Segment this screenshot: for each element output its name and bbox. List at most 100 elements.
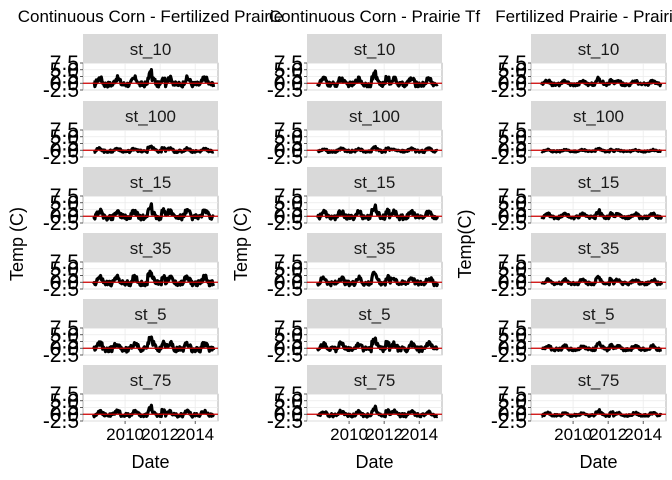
y-tick-label: 7.5 bbox=[50, 185, 79, 208]
y-tick-label: -2.5 bbox=[43, 212, 79, 235]
x-tick-label: 2012 bbox=[365, 425, 403, 444]
y-tick-label: -2.5 bbox=[267, 344, 303, 367]
y-tick-label: 7.5 bbox=[274, 383, 303, 406]
y-tick-label: 7.5 bbox=[498, 119, 527, 142]
facet-panel-st_15: st_15 -2.50.02.55.07.5 bbox=[43, 167, 219, 235]
y-tick-label: -2.5 bbox=[491, 79, 527, 102]
facet-panel-st_35: st_35 -2.50.02.55.07.5 bbox=[267, 233, 443, 301]
y-tick-label: 2.5 bbox=[274, 199, 303, 222]
facet-strip-label: st_5 bbox=[134, 305, 166, 324]
x-tick-label: 2014 bbox=[176, 425, 214, 444]
chart-column-0: Continuous Corn - Fertilized Prairie st_1… bbox=[7, 7, 283, 472]
facet-panel-st_10: st_10 -2.50.02.55.07.5 bbox=[491, 34, 667, 102]
y-tick-label: 2.5 bbox=[498, 133, 527, 156]
y-tick-label: 5.0 bbox=[498, 324, 527, 347]
y-tick-label: 7.5 bbox=[274, 317, 303, 340]
y-tick-label: 0.0 bbox=[274, 337, 303, 360]
facet-strip bbox=[531, 233, 666, 262]
facet-strip bbox=[307, 365, 442, 394]
y-tick-label: 2.5 bbox=[50, 133, 79, 156]
y-tick-label: 0.0 bbox=[498, 337, 527, 360]
y-tick-label: 2.5 bbox=[498, 265, 527, 288]
facet-strip bbox=[83, 167, 218, 196]
y-tick-label: 0.0 bbox=[498, 205, 527, 228]
x-axis-label: Date bbox=[131, 452, 169, 472]
y-tick-label: -2.5 bbox=[43, 344, 79, 367]
y-tick-label: 2.5 bbox=[50, 331, 79, 354]
facet-strip bbox=[83, 101, 218, 130]
x-tick-label: 2012 bbox=[141, 425, 179, 444]
facet-strip-label: st_75 bbox=[130, 371, 172, 390]
y-tick-label: 7.5 bbox=[498, 317, 527, 340]
x-tick-label: 2014 bbox=[400, 425, 438, 444]
facet-strip-label: st_5 bbox=[582, 305, 614, 324]
y-tick-label: 5.0 bbox=[50, 192, 79, 215]
y-tick-label: 5.0 bbox=[274, 390, 303, 413]
facet-strip bbox=[307, 101, 442, 130]
y-tick-label: 7.5 bbox=[50, 251, 79, 274]
facet-panel-st_75: st_75 -2.50.02.55.07.5 bbox=[43, 365, 219, 433]
y-tick-label: 7.5 bbox=[274, 251, 303, 274]
y-tick-label: 2.5 bbox=[274, 265, 303, 288]
facet-strip bbox=[307, 299, 442, 328]
facet-strip-label: st_15 bbox=[354, 173, 396, 192]
facet-strip-label: st_35 bbox=[578, 239, 620, 258]
y-tick-label: 0.0 bbox=[274, 271, 303, 294]
y-tick-label: 0.0 bbox=[274, 205, 303, 228]
y-tick-label: 2.5 bbox=[274, 133, 303, 156]
facet-strip bbox=[83, 233, 218, 262]
y-tick-label: 2.5 bbox=[274, 397, 303, 420]
y-tick-label: 0.0 bbox=[274, 72, 303, 95]
facet-strip-label: st_15 bbox=[578, 173, 620, 192]
facet-strip bbox=[531, 365, 666, 394]
facet-panel-st_15: st_15 -2.50.02.55.07.5 bbox=[491, 167, 667, 235]
facet-panel-st_15: st_15 -2.50.02.55.07.5 bbox=[267, 167, 443, 235]
y-tick-label: -2.5 bbox=[43, 410, 79, 433]
y-axis-label: Temp (C) bbox=[7, 207, 27, 281]
facet-strip-label: st_10 bbox=[130, 40, 172, 59]
y-tick-label: 5.0 bbox=[274, 192, 303, 215]
facet-panel-st_75: st_75 -2.50.02.55.07.5 bbox=[267, 365, 443, 433]
y-tick-label: 5.0 bbox=[274, 126, 303, 149]
y-tick-label: -2.5 bbox=[267, 212, 303, 235]
facet-strip-label: st_75 bbox=[578, 371, 620, 390]
data-series bbox=[91, 335, 216, 354]
y-tick-label: 0.0 bbox=[50, 139, 79, 162]
y-tick-label: 5.0 bbox=[498, 192, 527, 215]
facet-strip-label: st_75 bbox=[354, 371, 396, 390]
y-tick-label: 5.0 bbox=[50, 324, 79, 347]
y-tick-label: -2.5 bbox=[267, 410, 303, 433]
y-tick-label: 5.0 bbox=[274, 258, 303, 281]
x-tick-label: 2012 bbox=[589, 425, 627, 444]
facet-strip-label: st_10 bbox=[354, 40, 396, 59]
facet-strip bbox=[307, 233, 442, 262]
y-tick-label: 7.5 bbox=[50, 52, 79, 75]
facet-panel-st_10: st_10 -2.50.02.55.07.5 bbox=[267, 34, 443, 102]
y-tick-label: 2.5 bbox=[498, 397, 527, 420]
y-tick-label: -2.5 bbox=[267, 79, 303, 102]
y-tick-label: -2.5 bbox=[267, 278, 303, 301]
y-tick-label: -2.5 bbox=[491, 410, 527, 433]
chart-title: Continuous Corn - Prairie Tf bbox=[269, 7, 481, 26]
y-tick-label: 2.5 bbox=[50, 199, 79, 222]
y-tick-label: -2.5 bbox=[43, 278, 79, 301]
facet-strip-label: st_10 bbox=[578, 40, 620, 59]
y-tick-label: -2.5 bbox=[491, 146, 527, 169]
y-tick-label: 7.5 bbox=[498, 383, 527, 406]
y-tick-label: 5.0 bbox=[50, 258, 79, 281]
x-tick-label: 2010 bbox=[106, 425, 144, 444]
y-tick-label: 0.0 bbox=[50, 337, 79, 360]
facet-strip bbox=[531, 299, 666, 328]
facet-strip-label: st_35 bbox=[130, 239, 172, 258]
facet-strip-label: st_100 bbox=[573, 107, 624, 126]
y-tick-label: 0.0 bbox=[498, 139, 527, 162]
y-axis-label: Temp(C) bbox=[455, 209, 475, 278]
y-tick-label: 2.5 bbox=[50, 66, 79, 89]
y-axis-label: Temp (C) bbox=[231, 207, 251, 281]
facet-panel-st_100: st_100 -2.50.02.55.07.5 bbox=[491, 101, 667, 169]
x-tick-label: 2014 bbox=[624, 425, 662, 444]
y-tick-label: 7.5 bbox=[498, 52, 527, 75]
x-tick-label: 2010 bbox=[554, 425, 592, 444]
y-tick-label: 7.5 bbox=[274, 52, 303, 75]
